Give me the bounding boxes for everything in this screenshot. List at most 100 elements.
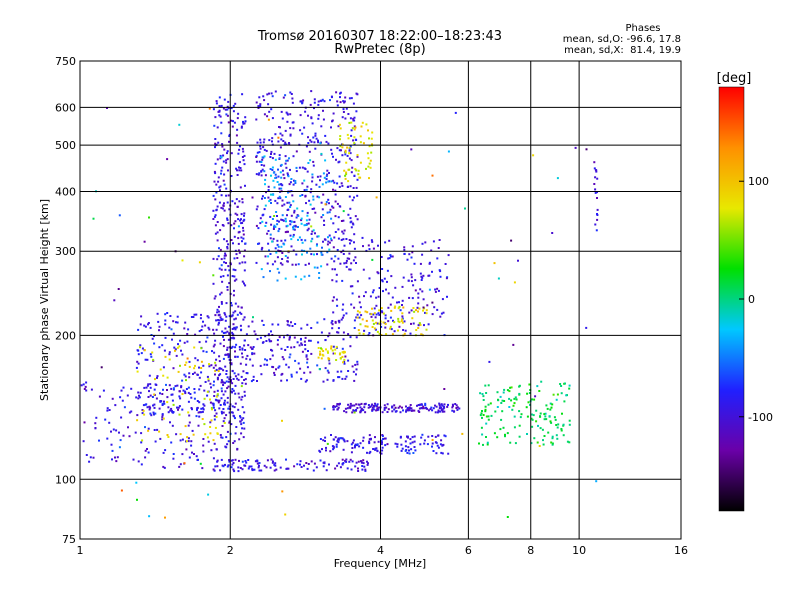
data-point: [259, 141, 262, 144]
data-point: [257, 173, 260, 176]
data-point: [339, 357, 342, 360]
data-point: [345, 458, 348, 461]
data-point: [439, 410, 442, 413]
data-point: [149, 406, 152, 409]
data-point: [238, 148, 241, 151]
data-point: [281, 184, 284, 187]
data-point: [560, 392, 563, 395]
data-point: [271, 240, 274, 243]
data-point: [136, 414, 139, 417]
data-point: [193, 453, 195, 455]
data-point: [154, 440, 157, 443]
data-point: [424, 311, 426, 314]
data-point: [357, 329, 360, 332]
data-point: [243, 379, 246, 381]
data-point: [362, 462, 365, 465]
data-point: [428, 274, 431, 277]
data-point: [190, 440, 193, 443]
data-point: [487, 384, 490, 387]
data-point: [389, 325, 392, 328]
data-point: [344, 351, 346, 354]
data-point: [355, 139, 358, 141]
data-point: [294, 275, 297, 278]
data-point: [268, 200, 271, 203]
data-point: [274, 158, 277, 161]
data-point: [256, 338, 259, 341]
data-point: [362, 439, 365, 442]
data-point: [444, 263, 447, 265]
data-point: [401, 321, 404, 324]
data-point: [291, 325, 294, 327]
data-point: [218, 96, 221, 99]
data-point: [197, 411, 200, 414]
data-point: [371, 326, 374, 328]
data-point: [518, 435, 521, 438]
data-point: [210, 407, 213, 410]
data-point: [439, 275, 442, 278]
data-point: [347, 370, 350, 372]
data-point: [112, 428, 115, 431]
data-point: [161, 414, 164, 417]
data-point: [342, 210, 345, 213]
data-point: [82, 440, 85, 443]
data-point: [406, 407, 409, 409]
data-point: [225, 436, 228, 439]
data-point: [168, 326, 171, 329]
data-point: [267, 196, 270, 199]
data-point: [143, 240, 146, 243]
data-point: [249, 358, 252, 361]
data-point: [210, 386, 212, 389]
data-point: [340, 437, 343, 440]
data-point: [289, 181, 292, 184]
data-point: [317, 100, 320, 103]
data-point: [244, 242, 247, 245]
data-point: [284, 231, 287, 234]
data-point: [243, 339, 246, 342]
data-point: [281, 356, 284, 359]
data-point: [279, 132, 282, 135]
data-point: [175, 321, 177, 324]
data-point: [385, 333, 388, 336]
data-point: [170, 407, 173, 410]
data-point: [272, 228, 275, 230]
data-point: [225, 187, 228, 190]
data-point: [355, 110, 358, 113]
data-point: [216, 311, 219, 314]
data-point: [437, 289, 440, 292]
data-point: [432, 450, 435, 452]
data-point: [270, 150, 273, 153]
data-point: [344, 377, 347, 380]
data-point: [413, 440, 416, 443]
data-point: [226, 346, 229, 349]
data-point: [260, 164, 263, 166]
data-point: [349, 117, 352, 120]
data-point: [454, 403, 457, 405]
data-point: [226, 108, 229, 111]
data-point: [330, 257, 333, 260]
data-point: [334, 321, 337, 324]
data-point: [270, 174, 272, 177]
data-point: [327, 351, 329, 354]
data-point: [356, 443, 359, 446]
chart-title: Tromsø 20160307 18:22:00–18:23:43: [257, 29, 502, 44]
data-point: [289, 234, 292, 237]
x-tick-label: 16: [674, 544, 688, 557]
data-point: [292, 227, 295, 230]
data-point: [293, 465, 296, 468]
data-point: [279, 171, 282, 174]
data-point: [306, 358, 309, 361]
data-point: [141, 439, 144, 442]
x-tick-label: 4: [377, 544, 384, 557]
data-point: [186, 357, 189, 360]
data-point: [285, 220, 287, 223]
data-point: [358, 445, 361, 448]
data-point: [168, 353, 171, 356]
data-point: [233, 318, 236, 321]
data-point: [540, 380, 543, 383]
data-point: [239, 324, 242, 327]
data-point: [313, 462, 316, 465]
phases-o-stats: mean, sd,O: -96.6, 17.8: [563, 34, 681, 45]
data-point: [342, 100, 345, 103]
data-point: [208, 107, 211, 110]
data-point: [240, 306, 243, 309]
